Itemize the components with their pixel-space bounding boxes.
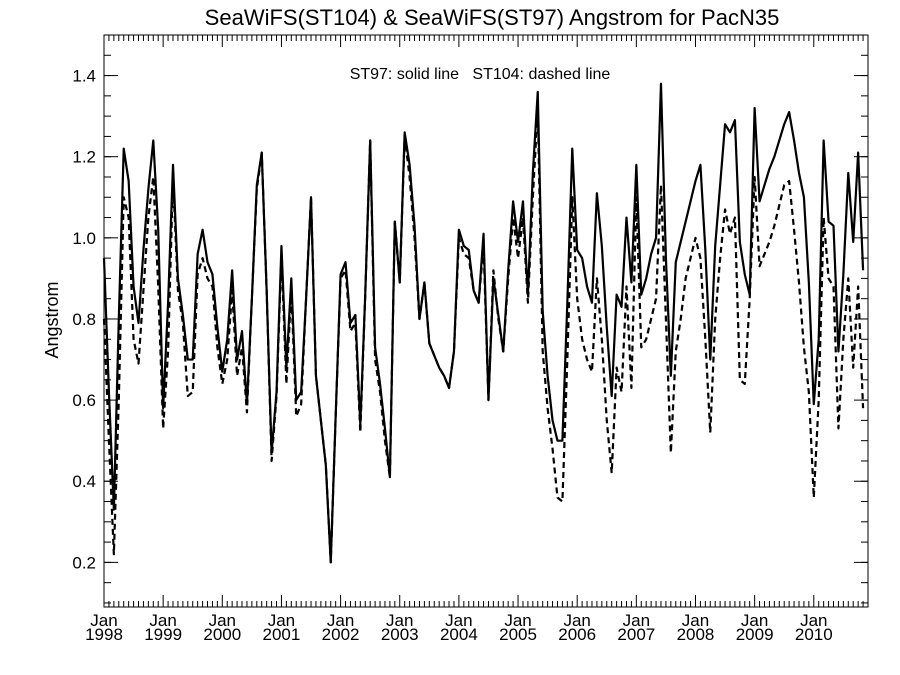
- x-tick-label-year: 2000: [203, 625, 241, 644]
- y-tick-label: 1.2: [72, 148, 96, 167]
- y-tick-label: 1.0: [72, 229, 96, 248]
- x-tick-label-year: 2002: [322, 625, 360, 644]
- chart-title: SeaWiFS(ST104) & SeaWiFS(ST97) Angstrom …: [205, 5, 780, 30]
- x-tick-label-month: Jan: [504, 611, 531, 630]
- series-line-st104: [102, 106, 865, 564]
- axis-ticks: [103, 34, 868, 607]
- x-tick-label-year: 2003: [381, 625, 419, 644]
- x-tick-label-year: 2008: [677, 625, 715, 644]
- x-tick-label-year: 2010: [795, 625, 833, 644]
- x-tick-label-month: Jan: [800, 611, 827, 630]
- y-tick-label: 0.2: [72, 553, 96, 572]
- x-tick-label-month: Jan: [90, 611, 117, 630]
- x-tick-label-month: Jan: [623, 611, 650, 630]
- x-tick-label-year: 2006: [558, 625, 596, 644]
- x-tick-label-year: 2001: [263, 625, 301, 644]
- series-group: [102, 82, 865, 564]
- x-tick-label-month: Jan: [209, 611, 236, 630]
- series-line-st97: [102, 82, 865, 564]
- axis-tick-labels: 0.20.40.60.81.01.21.4Jan1998Jan1999Jan20…: [72, 67, 832, 644]
- x-tick-label-month: Jan: [268, 611, 295, 630]
- legend-annotation: ST97: solid line ST104: dashed line: [350, 66, 611, 83]
- x-tick-label-month: Jan: [386, 611, 413, 630]
- y-tick-label: 0.6: [72, 391, 96, 410]
- x-tick-label-year: 2009: [736, 625, 774, 644]
- x-tick-label-month: Jan: [741, 611, 768, 630]
- y-tick-label: 0.4: [72, 472, 96, 491]
- x-tick-label-month: Jan: [445, 611, 472, 630]
- x-tick-label-year: 2005: [499, 625, 537, 644]
- y-axis-label: Angstrom: [42, 281, 62, 358]
- x-tick-label-month: Jan: [682, 611, 709, 630]
- x-tick-label-year: 2007: [617, 625, 655, 644]
- x-tick-label-year: 1999: [144, 625, 182, 644]
- y-tick-label: 1.4: [72, 67, 96, 86]
- x-tick-label-year: 1998: [85, 625, 123, 644]
- x-tick-label-month: Jan: [149, 611, 176, 630]
- x-tick-label-year: 2004: [440, 625, 478, 644]
- x-tick-label-month: Jan: [563, 611, 590, 630]
- y-tick-label: 0.8: [72, 310, 96, 329]
- x-tick-label-month: Jan: [327, 611, 354, 630]
